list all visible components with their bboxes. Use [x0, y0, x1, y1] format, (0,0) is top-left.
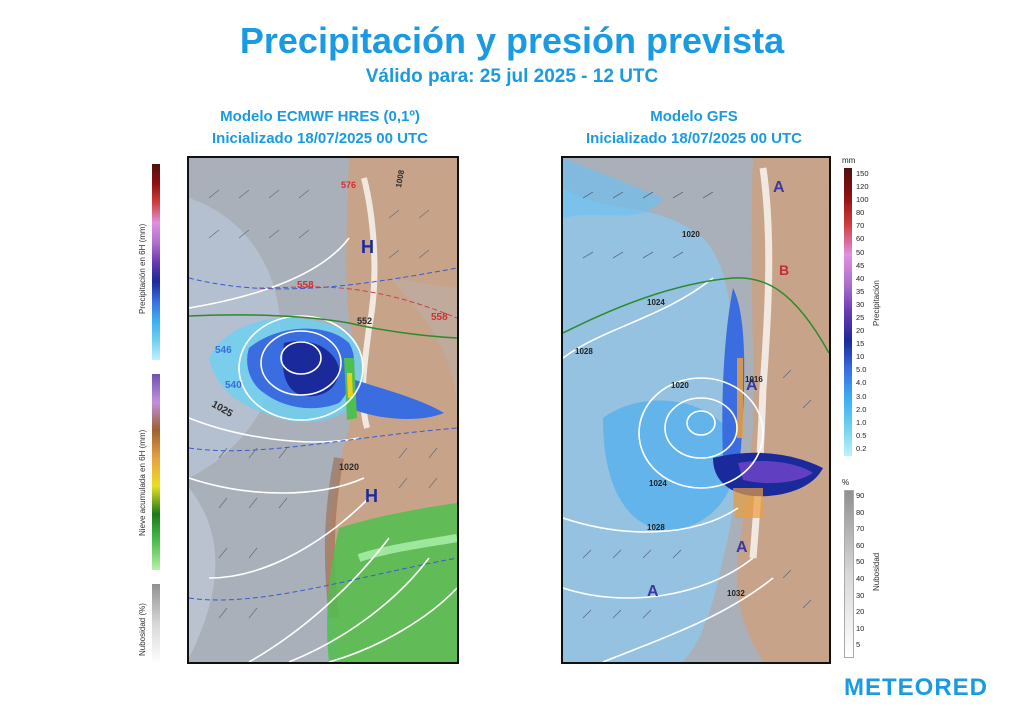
right-panel-header: Modelo GFS Inicializado 18/07/2025 00 UT…: [544, 106, 844, 150]
scale-tick: 90: [856, 491, 865, 500]
right-cloud-title: Nubosidad: [872, 552, 881, 591]
scale-tick: 50: [856, 247, 865, 257]
right-a-north: A: [773, 179, 785, 196]
scale-tick: 50: [856, 557, 865, 567]
right-p1020b: 1020: [671, 381, 689, 390]
left-iso-1020: 1020: [339, 462, 359, 472]
right-a-south: A: [736, 539, 748, 556]
right-model-name: Modelo GFS: [650, 108, 738, 125]
left-high-south: H: [365, 486, 378, 506]
scale-tick: 15: [856, 339, 865, 349]
scale-tick: 1.0: [856, 417, 867, 427]
scale-tick: 100: [856, 195, 869, 205]
left-legends: Precipitación en 6H (mm) Nieve acumulada…: [138, 164, 186, 664]
left-iso-540: 540: [225, 380, 242, 391]
scale-tick: 120: [856, 182, 869, 192]
left-iso-558a: 558: [297, 280, 314, 291]
left-iso-1008: 1008: [394, 169, 406, 189]
left-snow-title: Nieve acumulada en 6H (mm): [138, 429, 147, 536]
right-a-west: A: [647, 583, 659, 600]
scale-tick: 45: [856, 260, 865, 270]
left-snow-colorbar: [152, 374, 160, 570]
right-p1020a: 1020: [682, 230, 700, 239]
scale-tick: 2.0: [856, 404, 867, 414]
left-init-time: Inicializado 18/07/2025 00 UTC: [212, 130, 428, 147]
right-cloud-colorbar: [844, 490, 854, 658]
page-title: Precipitación y presión prevista: [239, 20, 785, 61]
left-high-north: H: [361, 237, 374, 257]
right-init-time: Inicializado 18/07/2025 00 UTC: [586, 130, 802, 147]
scale-tick: 10: [856, 623, 865, 633]
left-iso-546: 546: [215, 345, 232, 356]
scale-tick: 60: [856, 234, 865, 244]
left-iso-558b: 558: [431, 312, 448, 323]
right-a-center: A: [746, 377, 758, 394]
right-b: B: [779, 262, 789, 278]
scale-tick: 10: [856, 352, 865, 362]
scale-tick: 0.5: [856, 430, 867, 440]
right-legends: mm 150 120 100 80 70 60 50 45 40 35 30 25 20 15 10 5.0 4…: [840, 156, 892, 666]
scale-tick: 3.0: [856, 391, 867, 401]
right-precip-title: Precipitación: [872, 280, 881, 326]
left-precip-title: Precipitación en 6H (mm): [138, 223, 147, 314]
scale-tick: 20: [856, 326, 865, 336]
scale-tick: 20: [856, 607, 865, 617]
scale-tick: 60: [856, 540, 865, 550]
right-p1016: 1016: [745, 375, 763, 384]
ecmwf-map-graphic: H H 558 558 546 540 1025 1020 576 1008 5…: [189, 158, 457, 662]
right-p1024b: 1024: [649, 479, 667, 488]
scale-tick: 80: [856, 208, 865, 218]
right-p1024a: 1024: [647, 298, 665, 307]
right-p1032: 1032: [727, 589, 745, 598]
scale-tick: 80: [856, 507, 865, 517]
right-precip-unit: mm: [842, 156, 856, 165]
left-iso-576: 576: [341, 180, 356, 190]
right-p1028b: 1028: [647, 523, 665, 532]
scale-tick: 40: [856, 574, 865, 583]
scale-tick: 5.0: [856, 365, 867, 375]
gfs-map-graphic: A B A A A 1020 1020 1024 1024 1028 1028 …: [563, 158, 829, 662]
scale-tick: 30: [856, 299, 865, 309]
left-precip-colorbar: [152, 164, 160, 360]
right-p1028a: 1028: [575, 347, 593, 356]
scale-tick: 35: [856, 286, 865, 296]
scale-tick: 40: [856, 273, 865, 283]
left-cloud-colorbar: [152, 584, 160, 664]
scale-tick: 30: [856, 590, 865, 600]
right-cloud-unit: %: [842, 478, 850, 487]
left-panel-header: Modelo ECMWF HRES (0,1º) Inicializado 18…: [170, 106, 470, 150]
valid-time: Válido para: 25 jul 2025 - 12 UTC: [365, 66, 659, 87]
left-iso-552: 552: [357, 316, 372, 326]
scale-tick: 70: [856, 221, 865, 231]
left-cloud-title: Nubosidad (%): [138, 603, 147, 656]
scale-tick: 0.2: [856, 443, 867, 453]
scale-tick: 25: [856, 313, 865, 322]
scale-tick: 5: [856, 640, 861, 650]
left-model-name: Modelo ECMWF HRES (0,1º): [220, 108, 420, 125]
ecmwf-map: H H 558 558 546 540 1025 1020 576 1008 5…: [187, 156, 459, 664]
meteored-logo: METEORED: [843, 674, 988, 701]
scale-tick: 150: [856, 169, 869, 178]
right-precip-colorbar: [844, 168, 852, 456]
scale-tick: 70: [856, 524, 865, 534]
gfs-map: A B A A A 1020 1020 1024 1024 1028 1028 …: [561, 156, 831, 664]
scale-tick: 4.0: [856, 378, 867, 388]
